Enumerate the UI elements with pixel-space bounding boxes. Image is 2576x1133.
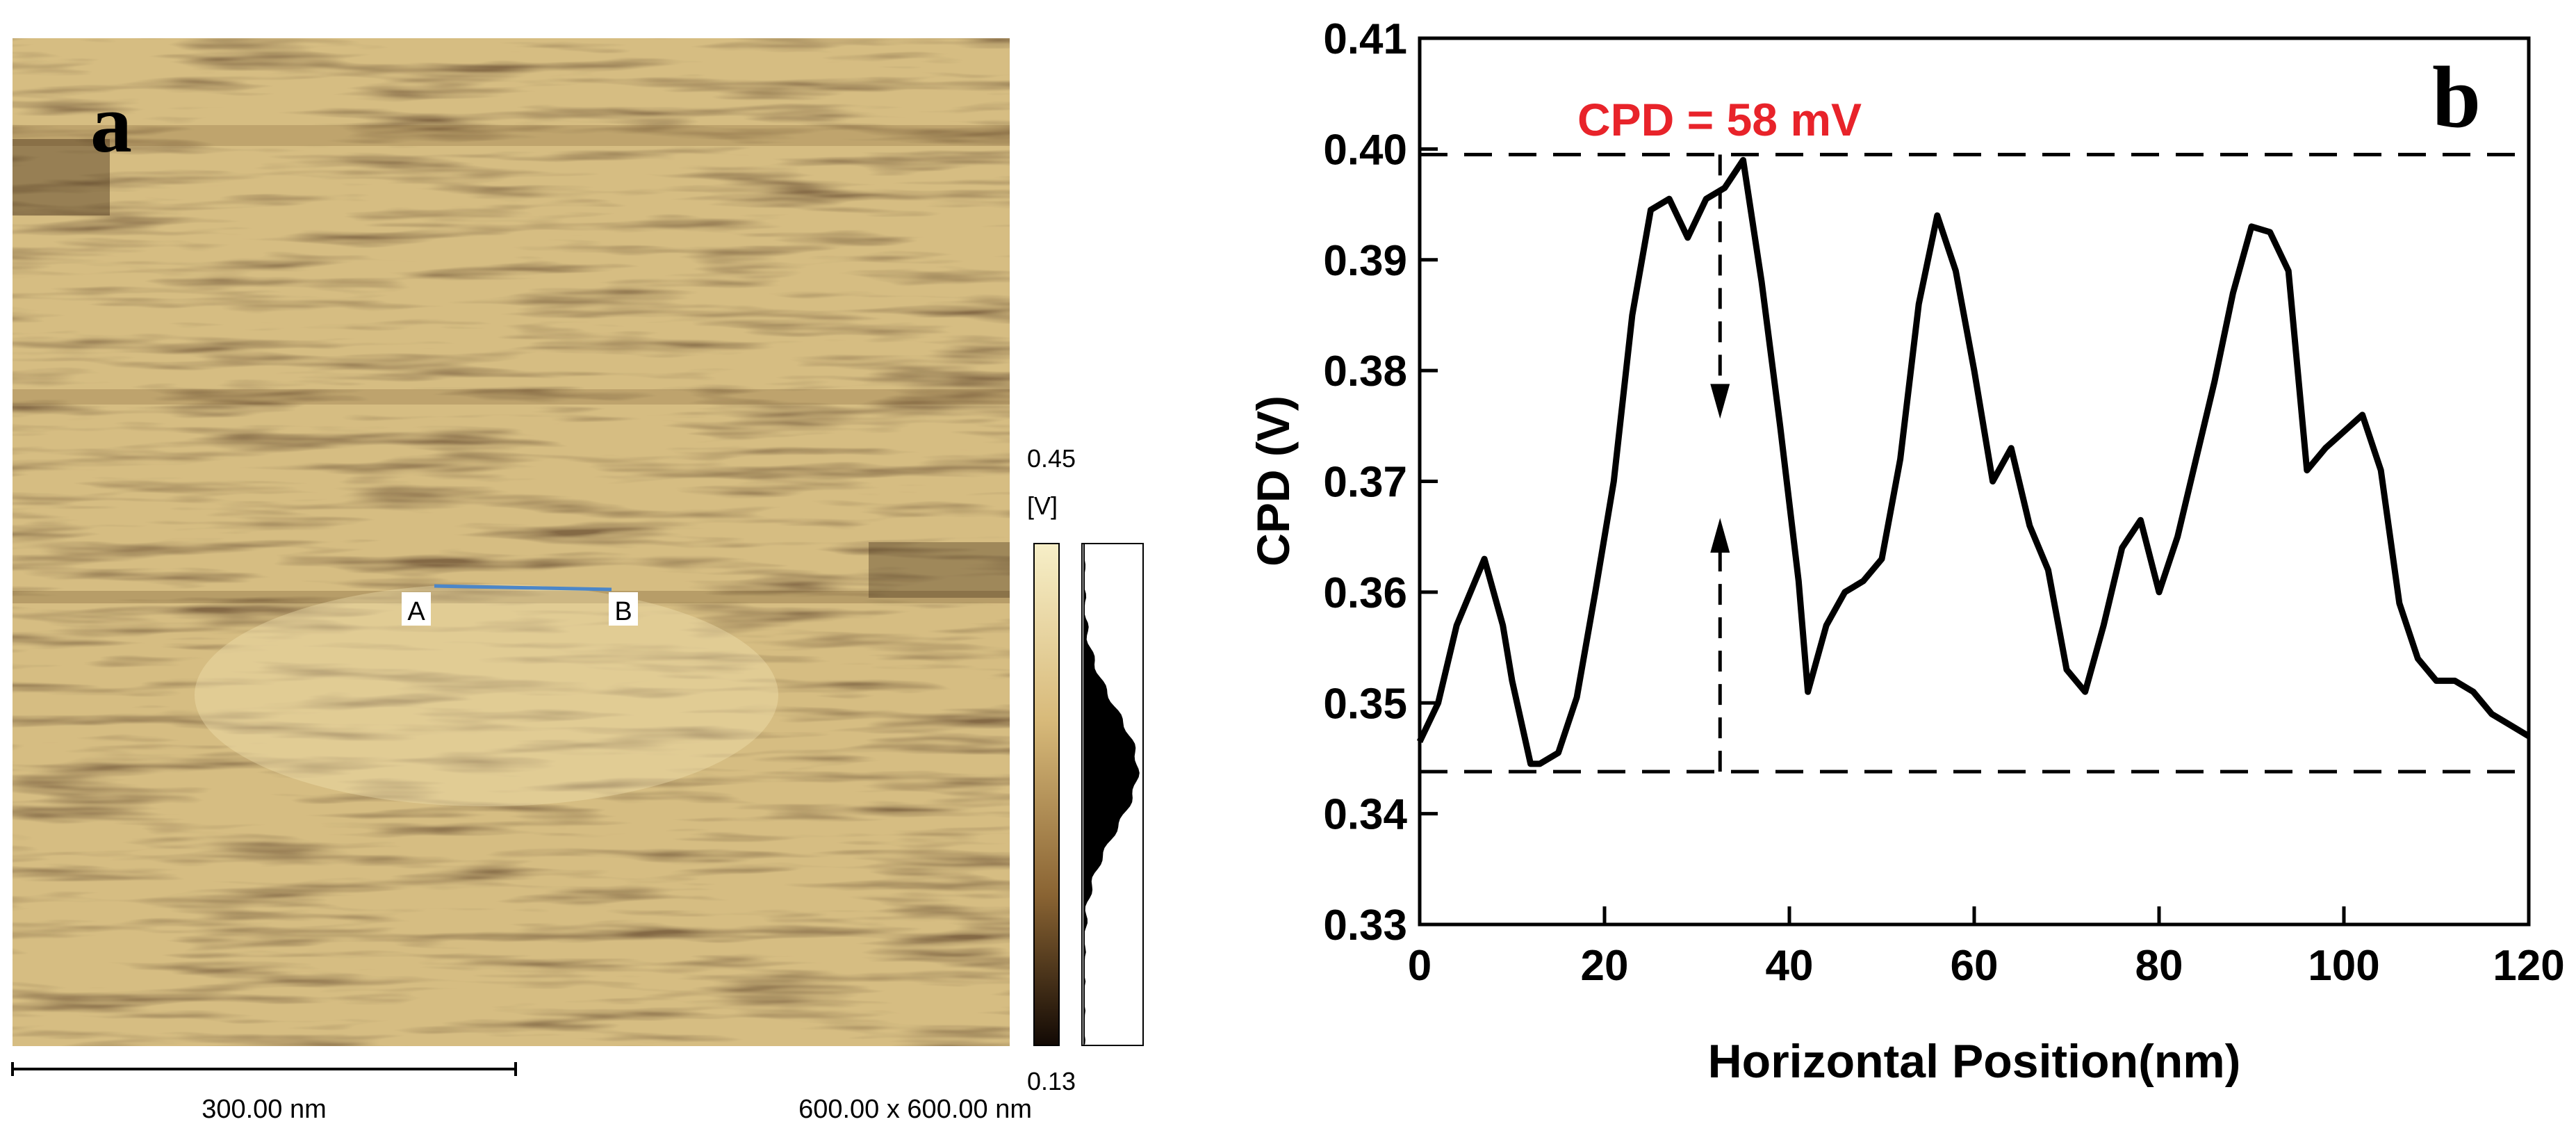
y-tick-label: 0.38 <box>1323 348 1407 396</box>
cpd-annotation: CPD = 58 mV <box>1577 94 1862 145</box>
label-b-box <box>609 592 638 626</box>
y-tick-label: 0.39 <box>1323 237 1407 285</box>
cpd-arrows <box>1710 154 1730 772</box>
x-tick-label: 20 <box>1581 942 1629 990</box>
x-axis-label: Horizontal Position(nm) <box>1708 1035 2241 1088</box>
x-tick-label: 100 <box>2308 942 2379 990</box>
x-axis: 0 20 40 60 80 100 120 <box>1408 906 2565 990</box>
value-histogram <box>1083 544 1140 1045</box>
panel-label-a: a <box>90 77 132 170</box>
x-tick-label: 80 <box>2135 942 2183 990</box>
y-tick-label: 0.36 <box>1323 569 1407 617</box>
cpd-profile-chart: 0.33 0.34 0.35 0.36 0.37 0.38 0.39 0.40 0.41 0 20… <box>1247 15 2565 1088</box>
profile-line <box>434 584 612 592</box>
cpd-series-line <box>1416 156 2531 767</box>
y-tick-label: 0.41 <box>1323 15 1407 63</box>
panel-a: a A B 0.45 [V] 0.13 300.00 nm 600.00 x 6… <box>0 0 1181 1130</box>
colorbar <box>1033 543 1060 1046</box>
reference-lines <box>1420 152 2529 774</box>
profile-end-label: B <box>614 597 632 626</box>
x-tick-label: 40 <box>1766 942 1814 990</box>
y-tick-label: 0.35 <box>1323 680 1407 728</box>
colorbar-unit: [V] <box>1027 491 1058 520</box>
panel-b: 0.33 0.34 0.35 0.36 0.37 0.38 0.39 0.40 0.41 0 20… <box>1181 0 2576 1130</box>
scalebar-label: 300.00 nm <box>202 1095 327 1124</box>
profile-start-label: A <box>407 597 425 626</box>
y-tick-label: 0.37 <box>1323 459 1407 507</box>
y-tick-label: 0.33 <box>1323 902 1407 949</box>
y-axis: 0.33 0.34 0.35 0.36 0.37 0.38 0.39 0.40 0.41 <box>1323 15 1438 949</box>
colorbar-min: 0.13 <box>1027 1067 1076 1095</box>
y-axis-label: CPD (V) <box>1247 396 1299 566</box>
y-tick-label: 0.40 <box>1323 126 1407 174</box>
y-tick-label: 0.34 <box>1323 791 1407 839</box>
label-a-box <box>402 592 431 626</box>
image-size-label: 600.00 x 600.00 nm <box>798 1095 1032 1124</box>
plot-frame <box>1418 36 2531 927</box>
x-tick-label: 0 <box>1408 942 1431 990</box>
arrow-down-head <box>1710 384 1730 419</box>
kpfm-panel-svg: a A B 0.45 [V] 0.13 300.00 nm 600.00 x 6… <box>11 38 1144 1124</box>
panel-label-b: b <box>2432 49 2481 146</box>
colorbar-max: 0.45 <box>1027 444 1076 473</box>
arrow-up-head <box>1710 518 1730 553</box>
kpfm-image <box>13 38 1010 1046</box>
x-tick-label: 120 <box>2493 942 2564 990</box>
x-tick-label: 60 <box>1951 942 1999 990</box>
